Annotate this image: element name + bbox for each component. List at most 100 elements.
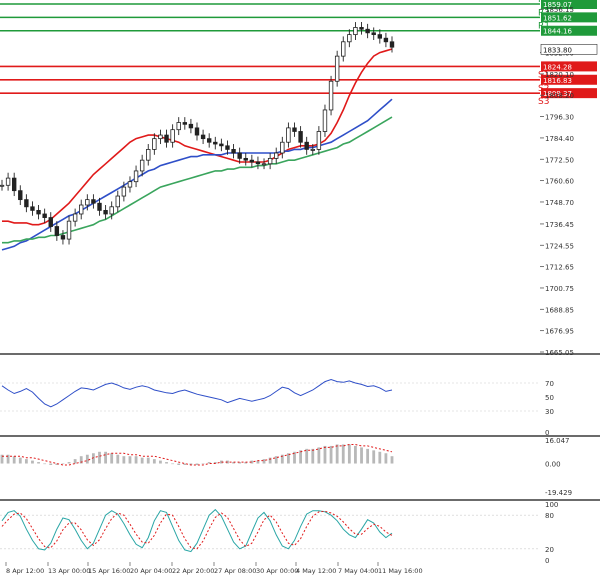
stoch-signal-line [1,510,393,550]
candle-body [322,109,328,132]
candle-body [72,213,78,222]
price-candles [0,22,395,245]
macd-histogram-bar [280,454,284,464]
candle-body [243,157,248,161]
x-tick-label: 27 Apr 08:00 [214,567,256,575]
macd-histogram-bar [128,456,132,464]
candle-body [164,134,169,143]
level-value-box-r1 [541,25,597,36]
rsi-line [1,378,393,408]
macd-histogram-bar [110,453,114,464]
candle-body [42,213,47,218]
macd-histogram-bar [6,454,10,464]
macd-histogram-bar [232,462,235,464]
x-tick-label: 22 Apr 20:00 [172,567,214,575]
level-value-r3: 1859.07 [543,1,572,9]
stoch-tick-label: 80 [545,512,554,520]
candle-body [152,138,157,150]
price-tick-label: 1748.70 [545,199,574,207]
rsi-tick-label: 30 [545,408,554,416]
macd-histogram-bar [122,456,126,464]
macd-histogram-bar [238,462,242,464]
macd-histogram-bar [274,456,278,464]
macd-histogram-bar [171,463,175,465]
candle-body [60,235,66,240]
candle-body [0,184,5,187]
price-tick-label: 1772.50 [545,156,574,164]
candle-body [353,27,358,36]
candle-body [194,127,200,136]
rsi-tick-label: 0 [545,429,549,437]
level-value-r2: 1851.62 [543,14,572,22]
macd-histogram-bar [134,456,138,464]
candle-body [79,204,84,215]
rsi-tick-label: 50 [545,394,554,402]
rsi-tick-label: 70 [545,380,554,388]
macd-histogram-bar [372,450,376,464]
stoch-tick-label: 100 [545,501,558,509]
candle-body [371,32,376,36]
candle-body [359,27,364,30]
level-value-s2: 1816.83 [543,77,572,85]
price-tick-label: 1820.10 [545,71,574,79]
candle-body [267,157,273,165]
level-lines [0,3,540,94]
price-tick-label: 1700.75 [545,285,574,293]
candle-body [310,149,315,151]
macd-histogram-bar [37,462,40,464]
macd-histogram-bar [61,463,65,465]
candle-body [182,122,188,125]
x-tick-label: 4 May 12:00 [296,567,336,575]
macd-histogram-bar [165,462,168,464]
candle-body [176,122,181,131]
candle-body [97,202,102,211]
macd-histogram-bar [335,444,339,464]
candle-body [249,159,255,163]
macd-histogram-bar [31,460,34,464]
candle-body [66,220,72,240]
macd-histogram-bar [256,460,260,464]
level-tags: R31859.07R21851.62R11844.16S11824.28S218… [538,0,597,107]
candle-body [18,190,23,201]
macd-histogram-bar [341,444,345,464]
macd-histogram-bar [18,457,22,464]
candle-body [24,199,29,208]
price-tick-label: 1784.40 [545,135,574,143]
macd-histogram-bar [183,463,187,465]
candle-body [225,145,230,150]
price-tick-label: 1724.55 [545,242,574,250]
candle-body [377,34,383,39]
price-tick-label: 1665.05 [545,349,574,357]
rsi-panel: 70 50 30 0 [0,378,554,437]
price-tick-label: 1688.85 [545,306,574,314]
current-price-value: 1833.80 [543,46,572,54]
candle-body [213,141,218,145]
current-price-box [540,44,598,55]
level-value-box-r3 [541,0,597,9]
macd-histogram-bar [299,450,302,464]
macd-histogram-bar [195,463,199,465]
candle-body [158,134,163,140]
macd-histogram-bar [189,463,193,465]
panel-separators [0,353,600,501]
macd-histogram-bar [219,460,223,464]
candle-body [280,141,285,154]
candle-body [109,206,114,215]
candle-body [170,129,175,143]
macd-tick-label: -19.429 [545,489,572,497]
candle-body [274,152,279,159]
candle-body [237,152,242,159]
price-tick-label: 1808.20 [545,92,574,100]
candle-body [85,199,90,206]
candle-body [54,226,60,236]
candle-body [11,177,17,192]
level-value-r1: 1844.16 [543,28,572,36]
stoch-tick-label: 0 [545,557,549,565]
candle-body [365,28,370,34]
macd-histogram-bar [24,459,28,464]
macd-histogram-bar [55,463,59,465]
price-tick-label: 1856.15 [545,6,574,14]
candle-body [139,159,145,172]
